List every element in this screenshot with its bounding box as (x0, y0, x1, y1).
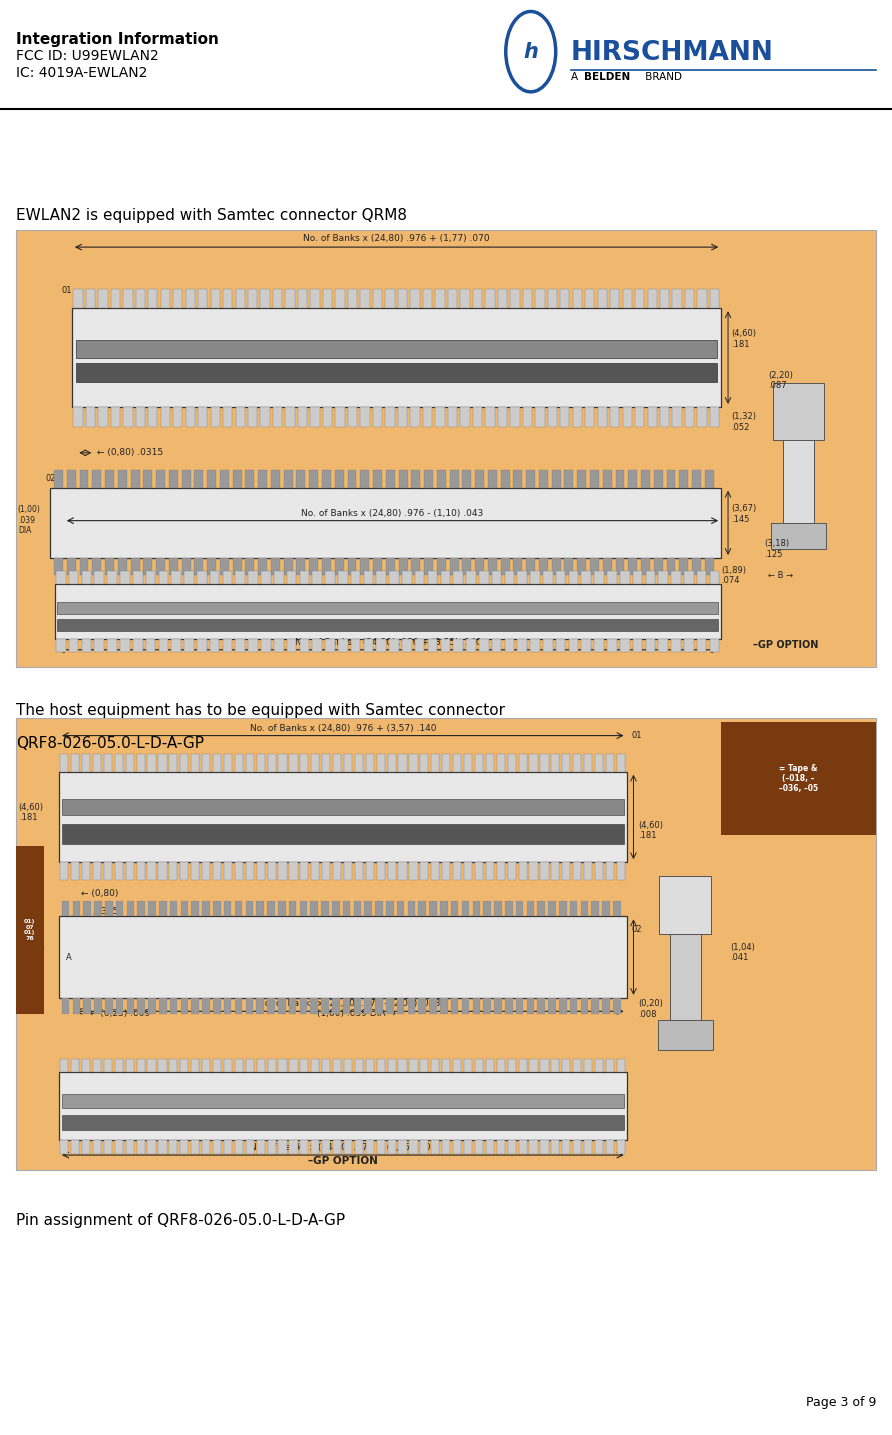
Bar (344, 862, 352, 880)
Bar (692, 558, 701, 575)
Bar (424, 471, 433, 488)
Text: ← (0,80) .0315: ← (0,80) .0315 (97, 448, 163, 458)
Bar (366, 862, 374, 880)
Bar (573, 288, 582, 309)
Bar (475, 753, 483, 772)
Bar (60, 753, 69, 772)
Bar (82, 753, 90, 772)
Bar (161, 408, 170, 426)
Bar (628, 558, 637, 575)
Bar (721, 722, 876, 835)
Bar (409, 862, 417, 880)
Bar (343, 901, 351, 917)
Bar (268, 1141, 276, 1154)
Bar (57, 603, 718, 614)
Bar (453, 639, 463, 651)
Bar (202, 1059, 211, 1072)
Bar (623, 408, 632, 426)
Bar (526, 997, 534, 1013)
Bar (386, 471, 395, 488)
Bar (497, 1141, 505, 1154)
Bar (115, 1059, 123, 1072)
Bar (437, 558, 446, 575)
Text: ← (0,23) .009: ← (0,23) .009 (90, 1009, 151, 1017)
Bar (213, 997, 220, 1013)
Bar (475, 1059, 483, 1072)
Bar (442, 1059, 450, 1072)
Bar (475, 1141, 483, 1154)
Bar (273, 408, 283, 426)
Bar (245, 997, 253, 1013)
Bar (171, 639, 181, 651)
Bar (613, 901, 621, 917)
Text: 01)
07
01)
76: 01) 07 01) 76 (24, 918, 36, 941)
Bar (71, 1141, 79, 1154)
Bar (326, 571, 334, 584)
Bar (539, 471, 548, 488)
Bar (103, 1141, 112, 1154)
Text: (4,60)
.181: (4,60) .181 (638, 821, 663, 841)
Bar (147, 862, 155, 880)
Bar (224, 1141, 232, 1154)
Bar (92, 471, 101, 488)
Bar (194, 471, 203, 488)
Text: QRF8-026-05.0-L-D-A-GP: QRF8-026-05.0-L-D-A-GP (16, 736, 204, 751)
Bar (186, 288, 195, 309)
Bar (516, 901, 524, 917)
Bar (523, 408, 532, 426)
Bar (286, 571, 296, 584)
Bar (159, 753, 167, 772)
Bar (616, 862, 625, 880)
Bar (602, 997, 610, 1013)
Bar (408, 997, 416, 1013)
Bar (159, 1141, 167, 1154)
Bar (261, 639, 270, 651)
Bar (497, 753, 505, 772)
Bar (180, 753, 188, 772)
Bar (126, 1141, 134, 1154)
Bar (171, 571, 181, 584)
Bar (333, 1059, 341, 1072)
Text: (4,60)
.181: (4,60) .181 (731, 329, 756, 349)
Bar (136, 1059, 145, 1072)
Bar (353, 997, 361, 1013)
Bar (475, 862, 483, 880)
Bar (389, 571, 399, 584)
Bar (159, 997, 167, 1013)
Bar (441, 639, 450, 651)
Bar (635, 288, 644, 309)
Bar (310, 997, 318, 1013)
Bar (453, 862, 461, 880)
Bar (408, 901, 416, 917)
Bar (312, 571, 322, 584)
Bar (278, 901, 285, 917)
Bar (92, 558, 101, 575)
Bar (235, 753, 243, 772)
Bar (123, 288, 133, 309)
Bar (211, 288, 220, 309)
Bar (427, 639, 437, 651)
Bar (556, 571, 566, 584)
Bar (373, 471, 382, 488)
Bar (256, 997, 264, 1013)
Bar (348, 408, 357, 426)
Bar (191, 753, 199, 772)
Bar (514, 471, 523, 488)
Bar (311, 1141, 319, 1154)
Bar (494, 901, 501, 917)
Bar (184, 639, 194, 651)
Bar (245, 1141, 254, 1154)
Bar (435, 288, 444, 309)
Bar (159, 862, 167, 880)
Bar (59, 1072, 626, 1141)
Bar (360, 558, 369, 575)
Bar (360, 288, 369, 309)
Bar (569, 639, 578, 651)
Bar (207, 471, 216, 488)
Bar (86, 408, 95, 426)
Bar (147, 1059, 155, 1072)
Text: 01: 01 (62, 286, 71, 296)
Bar (549, 997, 556, 1013)
Bar (210, 639, 219, 651)
Bar (427, 571, 437, 584)
